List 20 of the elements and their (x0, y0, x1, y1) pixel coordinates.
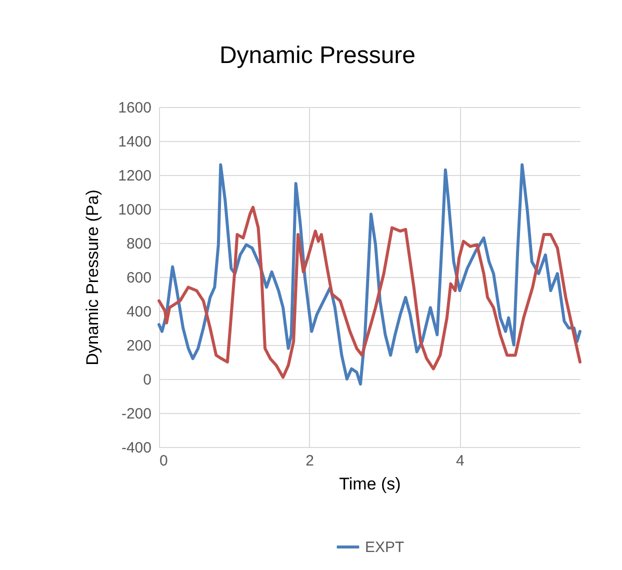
y-tick-label: 200 (126, 338, 152, 354)
y-tick-label: 1000 (118, 202, 152, 218)
y-tick-label: 400 (126, 304, 152, 320)
y-tick-label: 1400 (118, 134, 152, 150)
chart-title: Dynamic Pressure (219, 42, 416, 69)
line-series (158, 206, 582, 379)
y-tick-label: -400 (121, 440, 152, 456)
y-tick-label: 0 (143, 372, 152, 388)
y-tick-label: 800 (126, 236, 152, 252)
x-tick-label: 0 (160, 452, 168, 470)
y-tick-label: 600 (126, 270, 152, 286)
x-tick-label: 4 (456, 452, 464, 470)
y-tick-label: 1200 (118, 168, 152, 184)
line-series (158, 163, 582, 386)
y-axis-title: Dynamic Pressure (Pa) (83, 190, 102, 366)
y-tick-label: -200 (121, 406, 152, 422)
y-tick-label: 1600 (118, 100, 152, 116)
legend-label: EXPT (365, 539, 404, 556)
x-axis-title: Time (s) (339, 474, 401, 494)
x-tick-label: 2 (306, 452, 314, 470)
